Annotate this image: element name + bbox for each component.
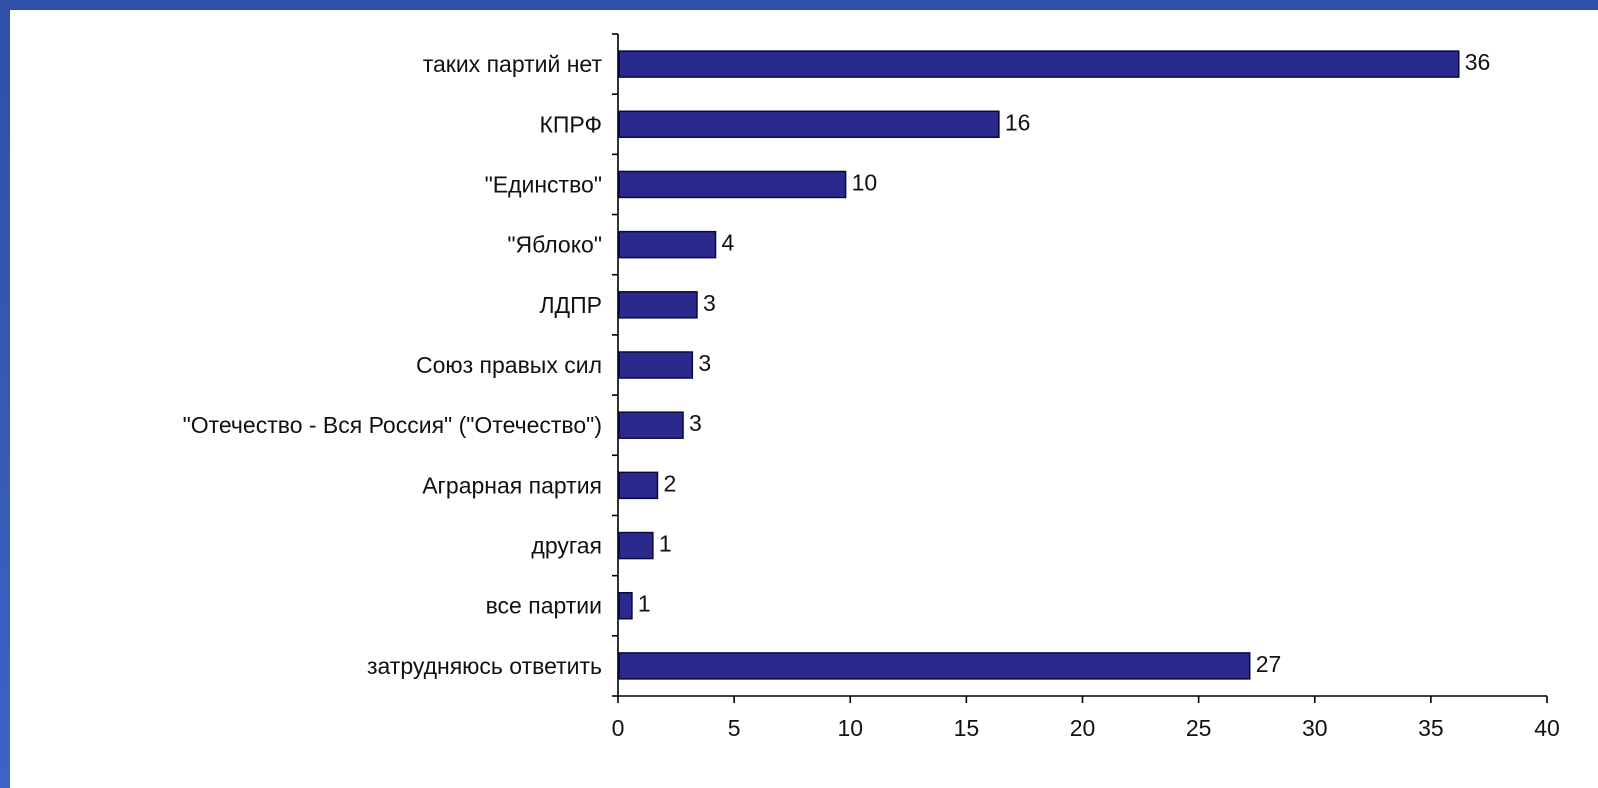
bar (618, 110, 1000, 139)
value-label: 3 (689, 410, 702, 436)
category-label: другая (531, 533, 602, 559)
bar (618, 230, 717, 259)
chart-panel: 0 5 10 15 20 25 30 35 40 таких партий нет 36 КПРФ 16… (10, 10, 1598, 788)
bar (618, 351, 694, 379)
value-label: 2 (663, 470, 676, 496)
bar (618, 411, 684, 439)
bar (618, 591, 633, 620)
bar (618, 291, 698, 319)
category-label: "Отечество - Вся Россия" ("Отечество") (183, 412, 602, 438)
category-label: таких партий нет (423, 51, 603, 77)
bar (618, 50, 1460, 78)
value-label: 10 (852, 169, 878, 195)
x-tick-label: 20 (1070, 715, 1096, 741)
value-label: 1 (638, 591, 651, 617)
value-label: 1 (659, 531, 672, 557)
category-label: ЛДПР (539, 292, 602, 318)
x-tick-label: 5 (728, 715, 741, 741)
x-tick-label: 35 (1418, 715, 1444, 741)
bar (618, 471, 659, 500)
value-label: 36 (1465, 49, 1491, 75)
category-label: "Единство" (485, 171, 602, 197)
x-tick-label: 40 (1534, 715, 1560, 741)
horizontal-bar-chart: 0 5 10 15 20 25 30 35 40 таких партий нет 36 КПРФ 16… (183, 33, 1560, 741)
category-label: затрудняюсь ответить (367, 653, 602, 679)
value-label: 4 (722, 230, 735, 256)
value-label: 3 (703, 290, 716, 316)
bar (618, 652, 1251, 680)
x-tick-label: 30 (1302, 715, 1328, 741)
category-label: "Яблоко" (507, 232, 602, 258)
bar (618, 170, 847, 199)
category-label: Союз правых сил (416, 352, 602, 378)
category-label: все партии (486, 593, 602, 619)
x-tick-label: 0 (612, 715, 625, 741)
bar (618, 531, 654, 560)
category-label: Аграрная партия (422, 472, 602, 498)
value-label: 16 (1005, 109, 1031, 135)
value-label: 3 (698, 350, 711, 376)
x-tick-label: 10 (837, 715, 863, 741)
x-tick-label: 25 (1186, 715, 1212, 741)
x-tick-label: 15 (954, 715, 980, 741)
category-label: КПРФ (540, 111, 603, 137)
value-label: 27 (1256, 651, 1282, 677)
